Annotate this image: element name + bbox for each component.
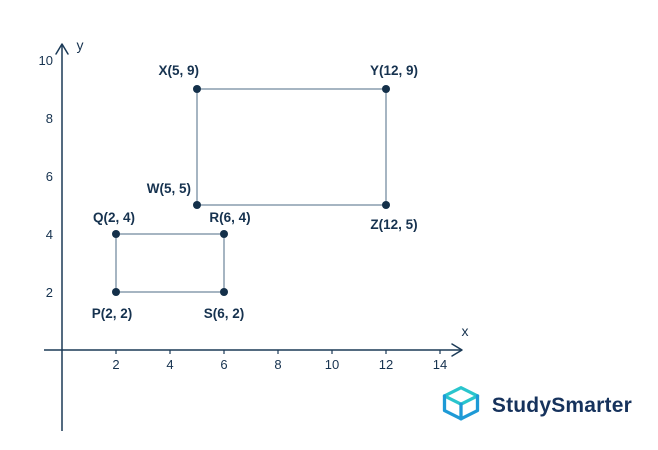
y-tick-label: 4 (46, 227, 53, 242)
x-tick-label: 14 (433, 357, 447, 372)
y-axis-arrow-icon (55, 43, 69, 55)
x-tick-label: 12 (379, 357, 393, 372)
rectangle-WXYZ (196, 88, 387, 206)
y-tick-label: 2 (46, 285, 53, 300)
point-R (220, 230, 228, 238)
point-label-Y: Y(12, 9) (370, 63, 418, 78)
y-tick-label: 8 (46, 111, 53, 126)
point-label-P: P(2, 2) (92, 306, 133, 321)
rectangle-PQRS (115, 233, 225, 293)
point-label-W: W(5, 5) (147, 181, 191, 196)
x-tick-label: 8 (274, 357, 281, 372)
point-label-S: S(6, 2) (204, 306, 245, 321)
x-tick-label: 4 (166, 357, 173, 372)
y-axis-label: y (77, 37, 84, 53)
x-axis-label: x (462, 323, 469, 339)
point-P (112, 288, 120, 296)
x-axis-arrow-icon (451, 343, 463, 357)
x-tick-label: 6 (220, 357, 227, 372)
y-tick-label: 10 (39, 53, 53, 68)
point-W (193, 201, 201, 209)
y-tick-label: 6 (46, 169, 53, 184)
studysmarter-logo-text: StudySmarter (491, 394, 632, 417)
point-Z (382, 201, 390, 209)
point-Q (112, 230, 120, 238)
x-tick-label: 10 (325, 357, 339, 372)
studysmarter-logo: StudySmarter (439, 384, 632, 428)
point-label-Q: Q(2, 4) (93, 210, 135, 225)
point-label-X: X(5, 9) (158, 63, 199, 78)
point-label-Z: Z(12, 5) (370, 217, 417, 232)
point-X (193, 85, 201, 93)
point-Y (382, 85, 390, 93)
point-label-R: R(6, 4) (209, 210, 250, 225)
studysmarter-box-icon (442, 386, 480, 421)
x-tick-label: 2 (112, 357, 119, 372)
point-S (220, 288, 228, 296)
